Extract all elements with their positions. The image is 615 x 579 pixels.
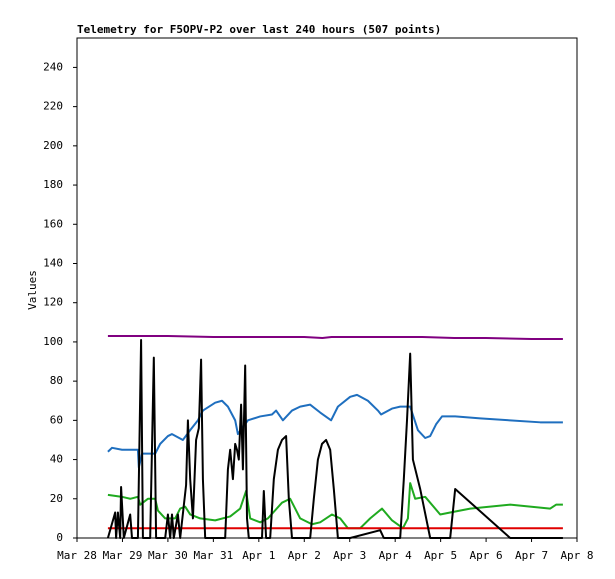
x-tick-label: Mar 28 xyxy=(57,549,97,562)
y-tick-label: 140 xyxy=(43,256,63,269)
x-tick-label: Mar 30 xyxy=(148,549,188,562)
y-tick-label: 200 xyxy=(43,139,63,152)
x-tick-label: Apr 7 xyxy=(515,549,548,562)
y-tick-label: 220 xyxy=(43,100,63,113)
x-tick-label: Apr 6 xyxy=(470,549,503,562)
y-tick-label: 180 xyxy=(43,178,63,191)
y-tick-label: 160 xyxy=(43,217,63,230)
x-tick-label: Apr 2 xyxy=(288,549,321,562)
series-line xyxy=(107,482,563,530)
chart-title: Telemetry for F5OPV-P2 over last 240 hou… xyxy=(77,23,441,36)
y-tick-label: 100 xyxy=(43,335,63,348)
series-line xyxy=(106,338,563,539)
y-tick-label: 20 xyxy=(50,492,63,505)
y-tick-label: 0 xyxy=(56,531,63,544)
y-tick-label: 240 xyxy=(43,60,63,73)
plot-frame xyxy=(76,37,578,539)
x-tick-label: Apr 8 xyxy=(560,549,593,562)
x-tick-label: Mar 29 xyxy=(103,549,143,562)
x-tick-label: Apr 4 xyxy=(379,549,412,562)
y-axis-label: Values xyxy=(26,270,39,310)
x-tick-label: Apr 5 xyxy=(424,549,457,562)
series-line xyxy=(107,393,563,469)
y-tick-label: 80 xyxy=(50,374,63,387)
y-tick-label: 120 xyxy=(43,296,63,309)
series-line xyxy=(107,335,563,340)
x-tick-label: Apr 3 xyxy=(333,549,366,562)
y-tick-label: 40 xyxy=(50,453,63,466)
y-tick-label: 60 xyxy=(50,413,63,426)
x-tick-label: Mar 31 xyxy=(193,549,233,562)
x-tick-label: Apr 1 xyxy=(242,549,275,562)
